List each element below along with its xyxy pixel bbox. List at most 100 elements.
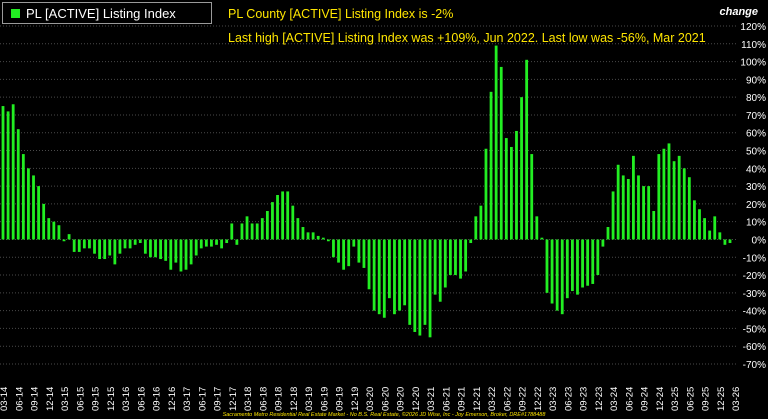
bar (133, 239, 137, 245)
bar (403, 239, 407, 306)
bar (433, 239, 437, 295)
bar (708, 230, 712, 240)
high-low-headline: Last high [ACTIVE] Listing Index was +10… (228, 31, 706, 45)
y-tick-label: -40% (743, 307, 766, 318)
bar (194, 239, 198, 256)
y-tick-label: 20% (746, 200, 766, 211)
y-tick-label: 60% (746, 129, 766, 140)
bar (469, 239, 473, 244)
bar (215, 239, 218, 245)
bar (321, 237, 325, 240)
bar (169, 239, 173, 270)
x-tick-label: 12-20 (411, 387, 422, 411)
bar (632, 155, 635, 240)
x-tick-label: 09-15 (91, 387, 102, 411)
bar (245, 216, 249, 240)
bar (291, 205, 295, 240)
bar (474, 216, 478, 240)
bar (332, 239, 335, 258)
bar (540, 237, 544, 240)
bar (657, 154, 661, 240)
bar (164, 239, 168, 261)
bar (647, 186, 651, 240)
x-tick-label: 06-16 (136, 387, 147, 411)
x-tick-label: 03-23 (548, 387, 559, 411)
x-tick-label: 06-23 (563, 387, 574, 411)
x-tick-label: 12-24 (655, 387, 666, 411)
bar (174, 239, 178, 263)
bar (454, 239, 457, 276)
bar (642, 186, 645, 240)
bar (372, 239, 376, 311)
x-tick-label: 09-20 (396, 387, 407, 411)
bar (382, 239, 386, 318)
bar (337, 239, 340, 263)
x-tick-label: 03-18 (243, 387, 254, 411)
bar (286, 191, 290, 240)
bar (199, 239, 203, 249)
y-tick-label: 10% (746, 218, 766, 229)
y-tick-label: 50% (746, 147, 766, 158)
bar (677, 155, 681, 240)
y-axis-title: change (719, 6, 758, 18)
bar (260, 218, 264, 240)
legend-label: PL [ACTIVE] Listing Index (26, 5, 176, 21)
bar (149, 239, 152, 258)
bar (311, 232, 315, 240)
bar (418, 239, 422, 336)
bar (535, 216, 539, 240)
bar (27, 168, 30, 240)
bar (93, 239, 96, 254)
x-tick-label: 09-21 (457, 387, 468, 411)
x-tick-label: 03-19 (304, 387, 315, 411)
bar (637, 175, 640, 240)
bar (703, 218, 706, 240)
x-tick-label: 09-14 (30, 387, 41, 411)
x-tick-label: 06-14 (14, 387, 25, 411)
bar-series (1, 45, 732, 338)
bar (387, 239, 391, 299)
bar (667, 143, 671, 240)
x-tick-label: 06-15 (75, 387, 86, 411)
bar (693, 200, 696, 240)
bar (42, 203, 46, 240)
bar (672, 161, 676, 240)
bar (352, 239, 356, 247)
x-tick-label: 06-21 (441, 387, 452, 411)
bar (72, 239, 76, 252)
x-tick-label: 03-15 (60, 387, 71, 411)
x-tick-label: 03-22 (487, 387, 498, 411)
bar (621, 175, 625, 240)
bar (367, 239, 371, 290)
bar (82, 239, 86, 249)
bar (326, 239, 330, 242)
y-tick-label: -70% (743, 360, 766, 371)
bar (88, 239, 91, 249)
bar (428, 239, 432, 338)
bar (67, 234, 71, 240)
bar (687, 177, 691, 240)
x-tick-label: 06-25 (685, 387, 696, 411)
bar (515, 130, 518, 240)
bar (230, 223, 234, 240)
bar (601, 239, 605, 247)
legend: PL [ACTIVE] Listing Index (2, 2, 212, 24)
y-tick-label: 0% (752, 235, 767, 246)
bar (123, 239, 127, 249)
y-tick-label: -50% (743, 324, 766, 335)
bar (204, 239, 208, 247)
bar (448, 239, 452, 276)
bar (484, 148, 488, 240)
y-tick-label: 120% (740, 22, 766, 33)
bar (62, 239, 66, 242)
x-tick-label: 06-17 (197, 387, 208, 411)
bar (21, 154, 25, 240)
bar (301, 227, 305, 240)
y-tick-label: 30% (746, 182, 766, 193)
x-tick-label: 09-16 (152, 387, 163, 411)
bar (504, 138, 508, 240)
x-tick-label: 09-24 (640, 387, 651, 411)
x-tick-label: 12-14 (45, 387, 56, 411)
bar (128, 239, 132, 249)
bar (225, 239, 229, 244)
